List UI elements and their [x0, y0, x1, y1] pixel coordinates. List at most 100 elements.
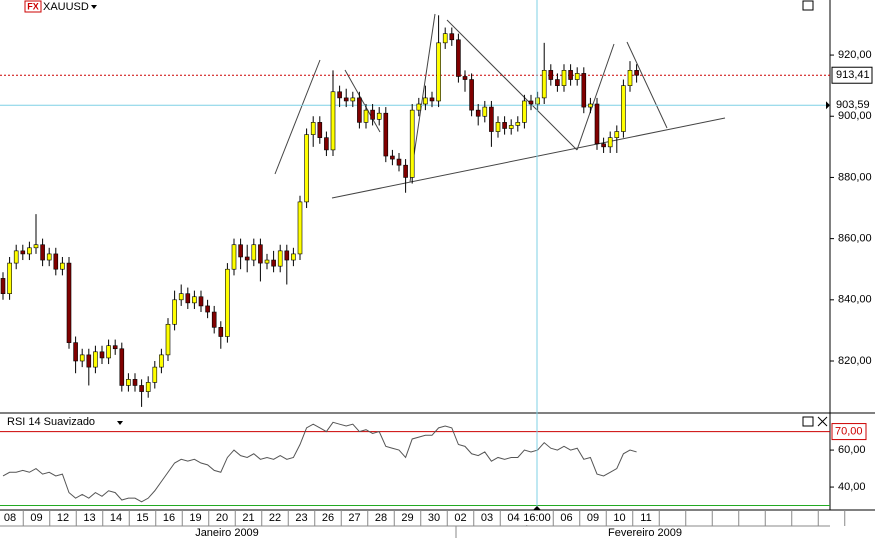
dropdown-arrow[interactable]: [117, 421, 123, 425]
candle-body: [317, 122, 323, 138]
rsi-line: [2, 421, 637, 503]
x-tick-label: 27: [348, 512, 360, 524]
candle-body: [40, 244, 45, 261]
y-tick-label: 820,00: [838, 355, 872, 367]
x-tick-label: 10: [613, 512, 625, 524]
trend-line: [331, 117, 726, 199]
candle-body: [73, 342, 78, 362]
maximize-button[interactable]: [802, 0, 814, 11]
candle-body: [324, 137, 329, 151]
candle-body: [165, 323, 171, 356]
x-tick-label: 28: [375, 512, 387, 524]
crosshair-pointer: [533, 506, 541, 510]
crosshair-pointer: [826, 101, 830, 110]
dropdown-arrow[interactable]: [91, 5, 97, 9]
x-tick-label: 16: [163, 512, 175, 524]
close-button[interactable]: [817, 416, 828, 427]
x-tick-label: 20: [216, 512, 228, 524]
x-tick-label: 29: [401, 512, 413, 524]
crosshair-time-box: [522, 511, 552, 525]
candle-body: [370, 109, 375, 120]
candle-body: [489, 106, 494, 132]
candle-body: [330, 91, 336, 151]
candle-body: [541, 70, 547, 99]
candle-body: [423, 97, 428, 105]
candle-body: [310, 122, 316, 135]
candle-body: [409, 109, 415, 178]
x-tick-label: 26: [322, 512, 334, 524]
candle-body: [159, 354, 164, 368]
candle-body: [178, 293, 184, 301]
candle-body: [621, 85, 626, 132]
candle-body: [192, 296, 197, 304]
candle-body: [528, 100, 534, 105]
candle-body: [614, 131, 620, 138]
candle-body: [46, 253, 52, 261]
candle-body: [588, 103, 593, 108]
candle-body: [7, 262, 12, 294]
candle-body: [93, 351, 98, 368]
x-tick-label: 08: [4, 512, 16, 524]
candle-body: [601, 143, 606, 148]
candle-body: [33, 244, 39, 249]
candle-body: [126, 379, 131, 386]
candle-body: [343, 97, 349, 102]
candle-body: [264, 259, 270, 264]
candle-body: [66, 262, 72, 343]
candle-body: [469, 79, 474, 111]
candle-body: [515, 122, 521, 126]
x-tick-label: 04: [507, 512, 519, 524]
x-tick-label: 03: [481, 512, 493, 524]
y-tick-label: 40,00: [838, 481, 866, 493]
crosshair-time-label: 16:00: [523, 512, 551, 524]
candle-body: [297, 201, 303, 255]
candle-body: [185, 293, 191, 304]
fx-icon-text: FX: [27, 1, 39, 11]
last-price-box: [831, 66, 873, 84]
candle-body: [568, 70, 573, 80]
candle-body: [535, 97, 540, 105]
y-tick-label: 900,00: [838, 110, 872, 122]
candle-body: [271, 259, 276, 267]
trend-line: [446, 19, 578, 151]
candle-body: [86, 354, 92, 368]
candle-body: [548, 70, 554, 80]
candle-body: [106, 345, 111, 359]
candle-body: [27, 247, 32, 255]
x-tick-label: 13: [83, 512, 95, 524]
candle-body: [112, 345, 118, 350]
crosshair-price-label: 903,59: [836, 99, 870, 111]
candle-body: [396, 158, 402, 166]
candle-body: [251, 244, 257, 261]
candle-body: [376, 112, 382, 120]
candle-body: [172, 299, 177, 325]
maximize-button[interactable]: [802, 416, 814, 427]
candle-body: [218, 327, 224, 337]
candle-body: [132, 379, 138, 386]
candle-body: [304, 134, 309, 203]
y-tick-label: 60,00: [838, 444, 866, 456]
candle-body: [502, 122, 507, 129]
candle-body: [225, 268, 230, 337]
x-tick-label: 21: [242, 512, 254, 524]
month-label: Janeiro 2009: [195, 527, 259, 538]
indicator-title[interactable]: RSI 14 Suavizado: [7, 416, 95, 428]
x-tick-label: 02: [454, 512, 466, 524]
candle-body: [442, 33, 448, 44]
x-tick-label: 22: [269, 512, 281, 524]
candle-body: [429, 97, 435, 102]
candle-body: [231, 244, 237, 270]
trend-line: [344, 69, 381, 133]
candle-body: [383, 112, 389, 157]
candle-body: [594, 103, 600, 145]
candle-body: [119, 348, 125, 386]
symbol[interactable]: XAUUSD: [43, 1, 89, 13]
candle-body: [561, 70, 567, 86]
candle-body: [60, 262, 65, 270]
candle-body: [211, 311, 217, 328]
candle-body: [337, 91, 342, 99]
candle-body: [244, 256, 250, 261]
x-tick-label: 14: [110, 512, 122, 524]
candle-body: [357, 97, 362, 123]
